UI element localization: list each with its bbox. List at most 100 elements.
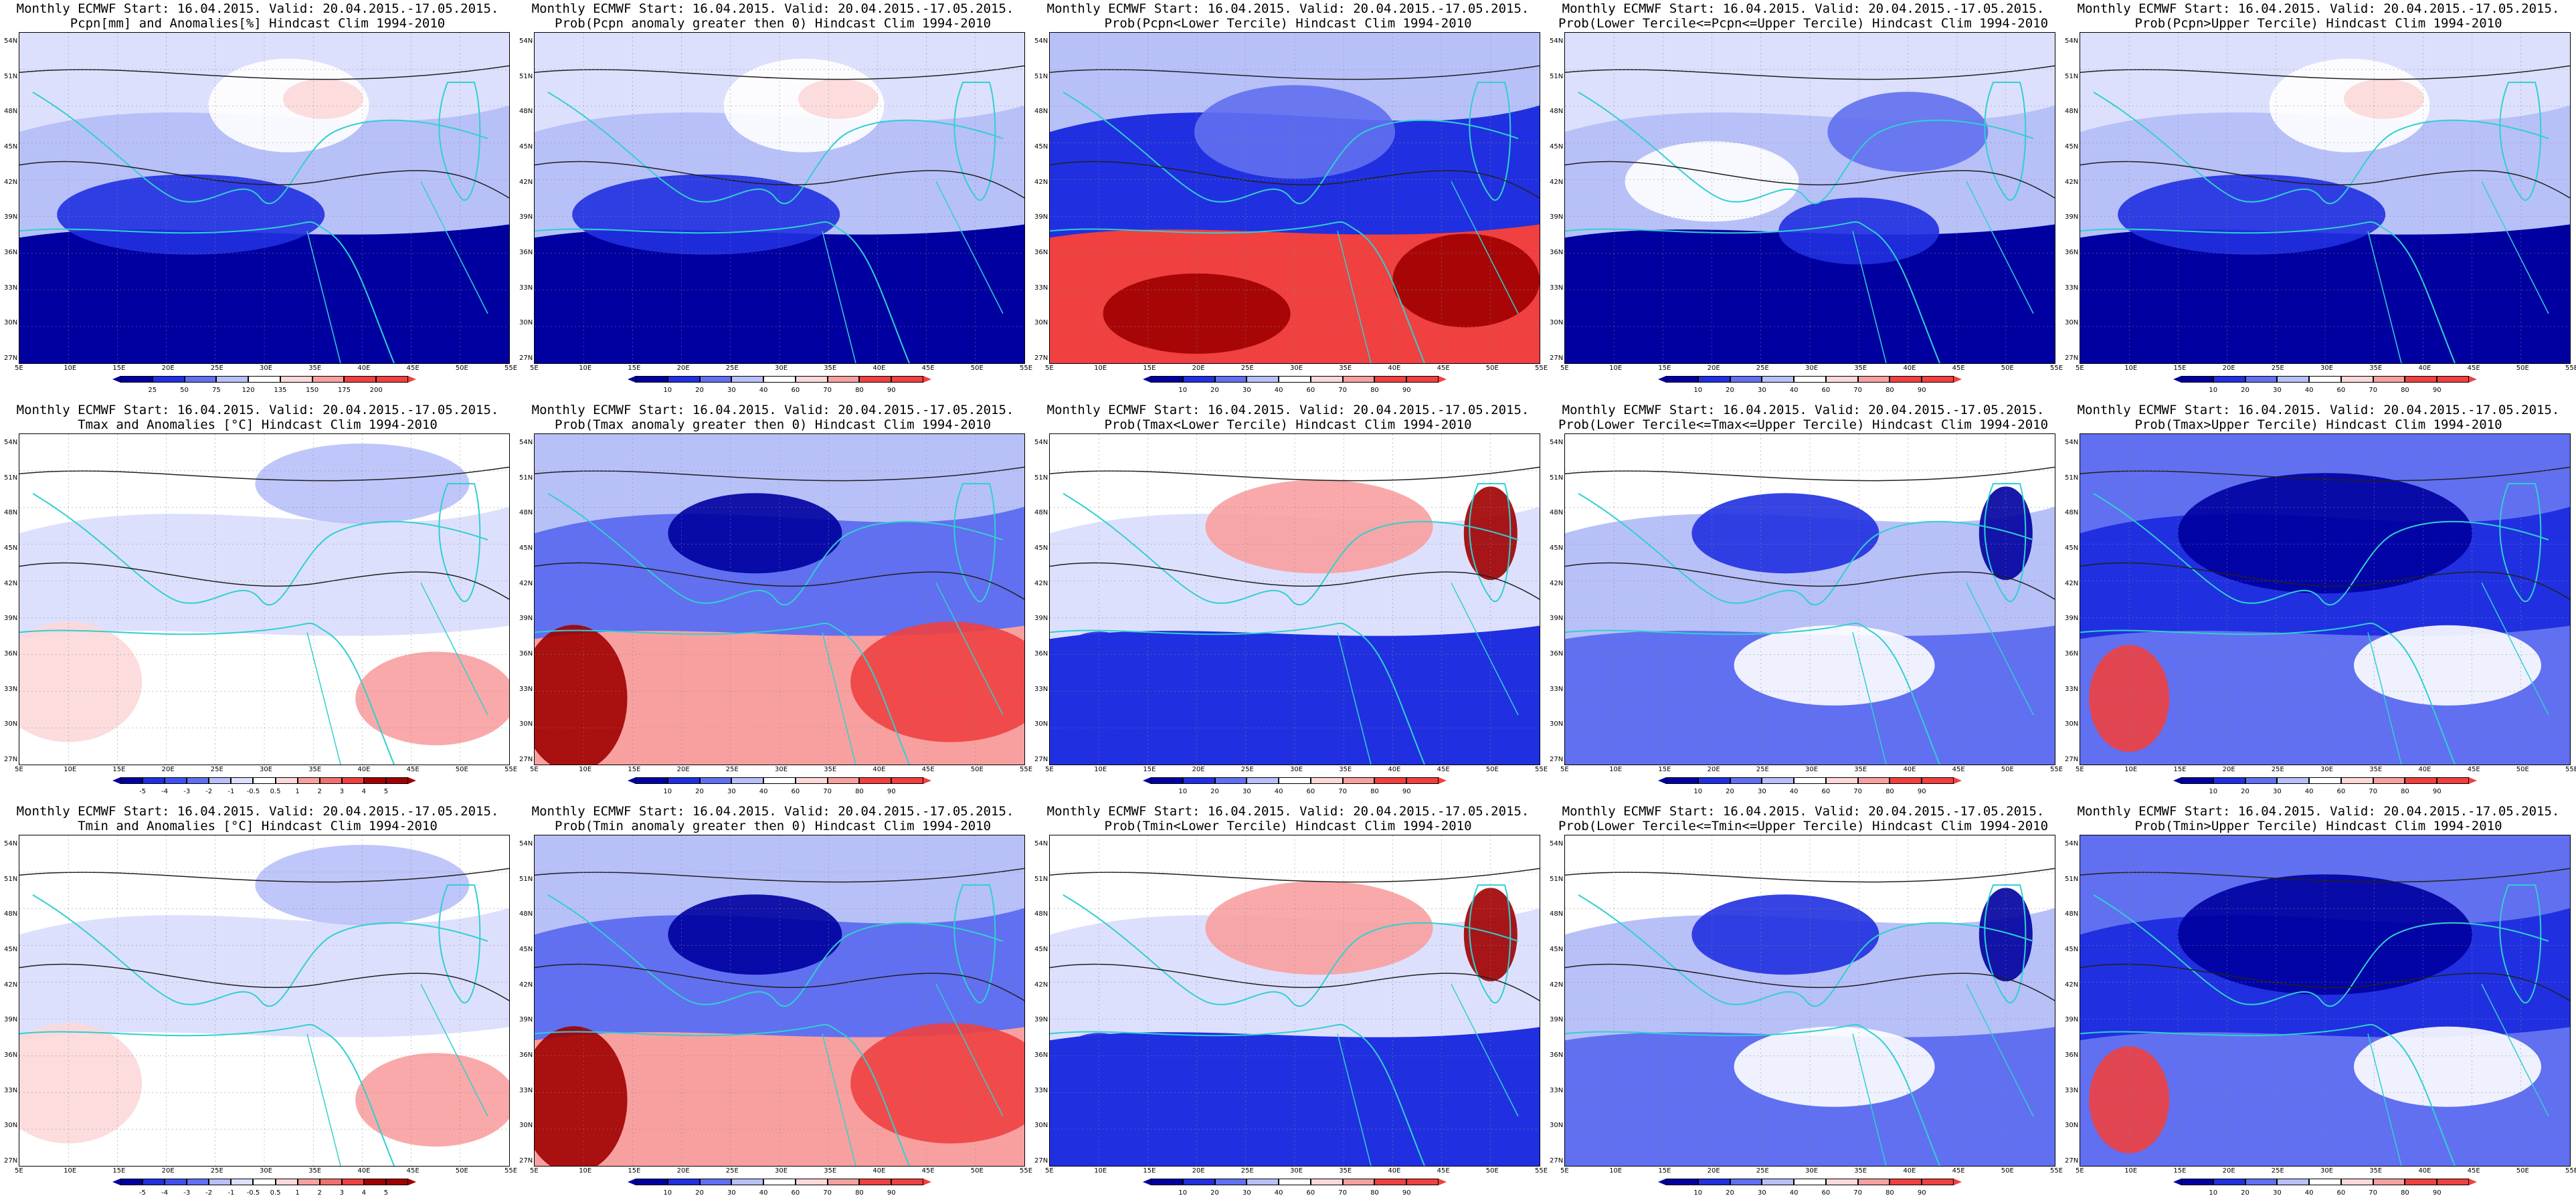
colorbar-tick-label: 90 xyxy=(887,788,896,795)
colorbar-cell xyxy=(763,1179,796,1185)
colorbar-tick-label: -0.5 xyxy=(246,1189,260,1197)
latitude-label: 48N xyxy=(1550,910,1564,918)
colorbar-tick-label: 70 xyxy=(1338,788,1348,795)
colorbar-cell xyxy=(1151,777,1183,784)
latitude-label: 51N xyxy=(1034,875,1048,883)
colorbar-tick-label: 70 xyxy=(1338,1189,1348,1197)
colorbar-min-arrow xyxy=(1143,777,1151,784)
colorbar-max-arrow xyxy=(408,1179,416,1185)
colorbar-tick-label: 10 xyxy=(1178,1189,1188,1197)
latitude-label: 48N xyxy=(1034,509,1048,517)
latitude-label: 42N xyxy=(519,178,533,186)
field-anomaly-area xyxy=(668,894,842,975)
colorbar-cell xyxy=(2277,777,2310,784)
contour-line xyxy=(535,963,1024,1001)
colorbar-cell xyxy=(1247,777,1279,784)
colorbar-tick-label: 20 xyxy=(1210,788,1219,795)
contour-line xyxy=(1050,65,1540,80)
latitude-label: 54N xyxy=(519,37,533,45)
coastline xyxy=(2093,894,2549,1007)
colorbar-tick-label: 5 xyxy=(383,788,389,795)
contour-line xyxy=(2080,562,2570,600)
field-anomaly-area xyxy=(572,174,840,255)
colorbar-tick-label: -1 xyxy=(227,1189,235,1197)
colorbar-cell xyxy=(2181,376,2213,383)
latitude-label: 36N xyxy=(519,1051,533,1059)
colorbar-min-arrow xyxy=(2173,777,2181,784)
longitude-label: 45E xyxy=(406,365,420,372)
colorbar-cell xyxy=(275,777,298,784)
longitude-label: 10E xyxy=(64,1167,77,1175)
colorbar-min-arrow xyxy=(112,376,120,383)
colorbar-max-arrow xyxy=(1439,1179,1447,1185)
longitude-label: 15E xyxy=(1658,766,1671,773)
longitude-label: 25E xyxy=(210,1167,223,1175)
longitude-label: 55E xyxy=(1535,1167,1548,1175)
latitude-label: 36N xyxy=(4,1051,18,1059)
field-anomaly-area xyxy=(255,443,470,524)
colorbar-min-arrow xyxy=(2173,376,2181,383)
latitude-label: 36N xyxy=(1550,249,1564,256)
latitude-label: 51N xyxy=(519,72,533,80)
latitude-label: 27N xyxy=(519,355,533,362)
longitude-label: 35E xyxy=(2369,1167,2383,1175)
colorbar xyxy=(2173,777,2477,784)
colorbar-cell xyxy=(891,777,923,784)
colorbar-tick-label: 40 xyxy=(1274,1189,1283,1197)
field-anomaly-area xyxy=(535,1026,628,1166)
colorbar-cell xyxy=(1666,376,1698,383)
field-anomaly-area xyxy=(1463,486,1517,581)
colorbar-cell xyxy=(1151,1179,1183,1185)
longitude-label: 25E xyxy=(1240,1167,1254,1175)
colorbar-cell xyxy=(2405,777,2437,784)
colorbar-tick-label: 5 xyxy=(383,1189,389,1197)
latitude-label: 42N xyxy=(4,178,18,186)
longitude-label: 40E xyxy=(1903,1167,1916,1175)
field-anomaly-area xyxy=(282,78,363,119)
field-anomaly-area xyxy=(255,845,470,926)
colorbar-cell xyxy=(2340,376,2373,383)
longitude-label: 15E xyxy=(1143,1167,1156,1175)
panel-title-line2: Prob(Tmax>Upper Tercile) Hindcast Clim 1… xyxy=(2134,417,2502,432)
longitude-label: 50E xyxy=(2001,1167,2014,1175)
colorbar-cell xyxy=(1922,1179,1954,1185)
field-band-north xyxy=(1565,434,2055,534)
longitude-label: 55E xyxy=(504,766,518,773)
map-panel: Monthly ECMWF Start: 16.04.2015. Valid: … xyxy=(1030,0,1548,401)
longitude-label: 50E xyxy=(2001,766,2014,773)
longitude-label: 45E xyxy=(1437,365,1450,372)
colorbar-min-arrow xyxy=(2173,1179,2181,1185)
colorbar-cell xyxy=(859,1179,892,1185)
panel-title-line1: Monthly ECMWF Start: 16.04.2015. Valid: … xyxy=(2077,804,2560,819)
longitude-label: 55E xyxy=(1535,365,1548,372)
colorbar-tick-label: 40 xyxy=(759,387,768,394)
latitude-label: 51N xyxy=(519,875,533,883)
latitude-label: 27N xyxy=(1034,355,1048,362)
longitude-label: 40E xyxy=(1388,1167,1401,1175)
colorbar-cell xyxy=(763,376,796,383)
longitude-label: 10E xyxy=(1609,365,1623,372)
longitude-label: 15E xyxy=(2173,1167,2187,1175)
field-anomaly-area xyxy=(1392,233,1540,328)
latitude-label: 33N xyxy=(4,1086,18,1094)
longitude-label: 30E xyxy=(775,1167,788,1175)
map-canvas xyxy=(2080,434,2570,765)
latitude-label: 54N xyxy=(1550,840,1564,847)
longitude-label: 35E xyxy=(1854,365,1867,372)
colorbar-cell xyxy=(253,1179,276,1185)
colorbar-cell xyxy=(795,777,828,784)
colorbar-cell xyxy=(2405,376,2437,383)
latitude-label: 30N xyxy=(519,319,533,327)
colorbar-max-arrow xyxy=(408,376,416,383)
colorbar-tick-label: 20 xyxy=(2241,788,2249,795)
caspian-coastline xyxy=(1984,884,2027,1003)
colorbar-tick-label: 70 xyxy=(823,788,832,795)
colorbar-cell xyxy=(1890,777,1922,784)
colorbar-min-arrow xyxy=(1658,777,1666,784)
field-band-north xyxy=(535,434,1024,534)
colorbar xyxy=(628,376,931,383)
coastline xyxy=(1050,1023,1425,1166)
colorbar-cell xyxy=(699,376,732,383)
colorbar-tick-label: 2 xyxy=(317,1189,322,1197)
contour-line xyxy=(1565,562,2055,600)
